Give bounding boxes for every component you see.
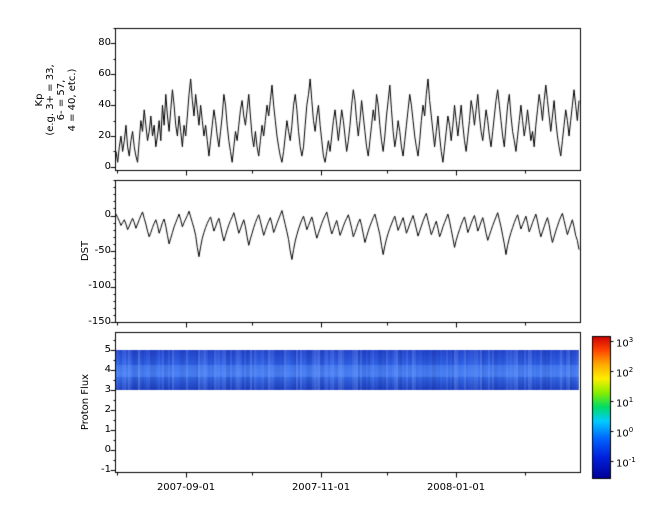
dst-ytick: 0 bbox=[104, 209, 111, 220]
kp-axis-label-line: (e.g. 3+ = 33, bbox=[45, 64, 56, 136]
dst-ytick: -150 bbox=[88, 316, 111, 327]
flux-ytick: 0 bbox=[104, 444, 111, 455]
colorbar-tick: 10-1 bbox=[616, 456, 636, 470]
kp-ytick: 60 bbox=[98, 68, 111, 79]
x-tick-date: 2007-09-01 bbox=[156, 482, 216, 493]
kp-axis-label-line: 6- = 57, bbox=[56, 79, 67, 121]
flux-ytick: 2 bbox=[104, 404, 111, 415]
flux-ytick: -1 bbox=[101, 464, 111, 475]
colorbar-tick: 100 bbox=[616, 426, 634, 440]
colorbar-tick: 101 bbox=[616, 396, 634, 410]
flux-ytick: 5 bbox=[104, 344, 111, 355]
kp-ytick: 40 bbox=[98, 99, 111, 110]
flux-ytick: 3 bbox=[104, 384, 111, 395]
flux-ytick: 4 bbox=[104, 364, 111, 375]
dst-ytick: -50 bbox=[94, 245, 111, 256]
kp-ytick: 80 bbox=[98, 37, 111, 48]
x-tick-date: 2007-11-01 bbox=[291, 482, 351, 493]
colorbar-tick: 103 bbox=[616, 336, 634, 350]
x-tick-date: 2008-01-01 bbox=[426, 482, 486, 493]
kp-ytick: 20 bbox=[98, 130, 111, 141]
flux-ytick: 1 bbox=[104, 424, 111, 435]
kp-ytick: 0 bbox=[104, 161, 111, 172]
colorbar-tick: 102 bbox=[616, 366, 634, 380]
dst-ytick: -100 bbox=[88, 280, 111, 291]
kp-axis-label-line: Kp bbox=[34, 93, 45, 107]
